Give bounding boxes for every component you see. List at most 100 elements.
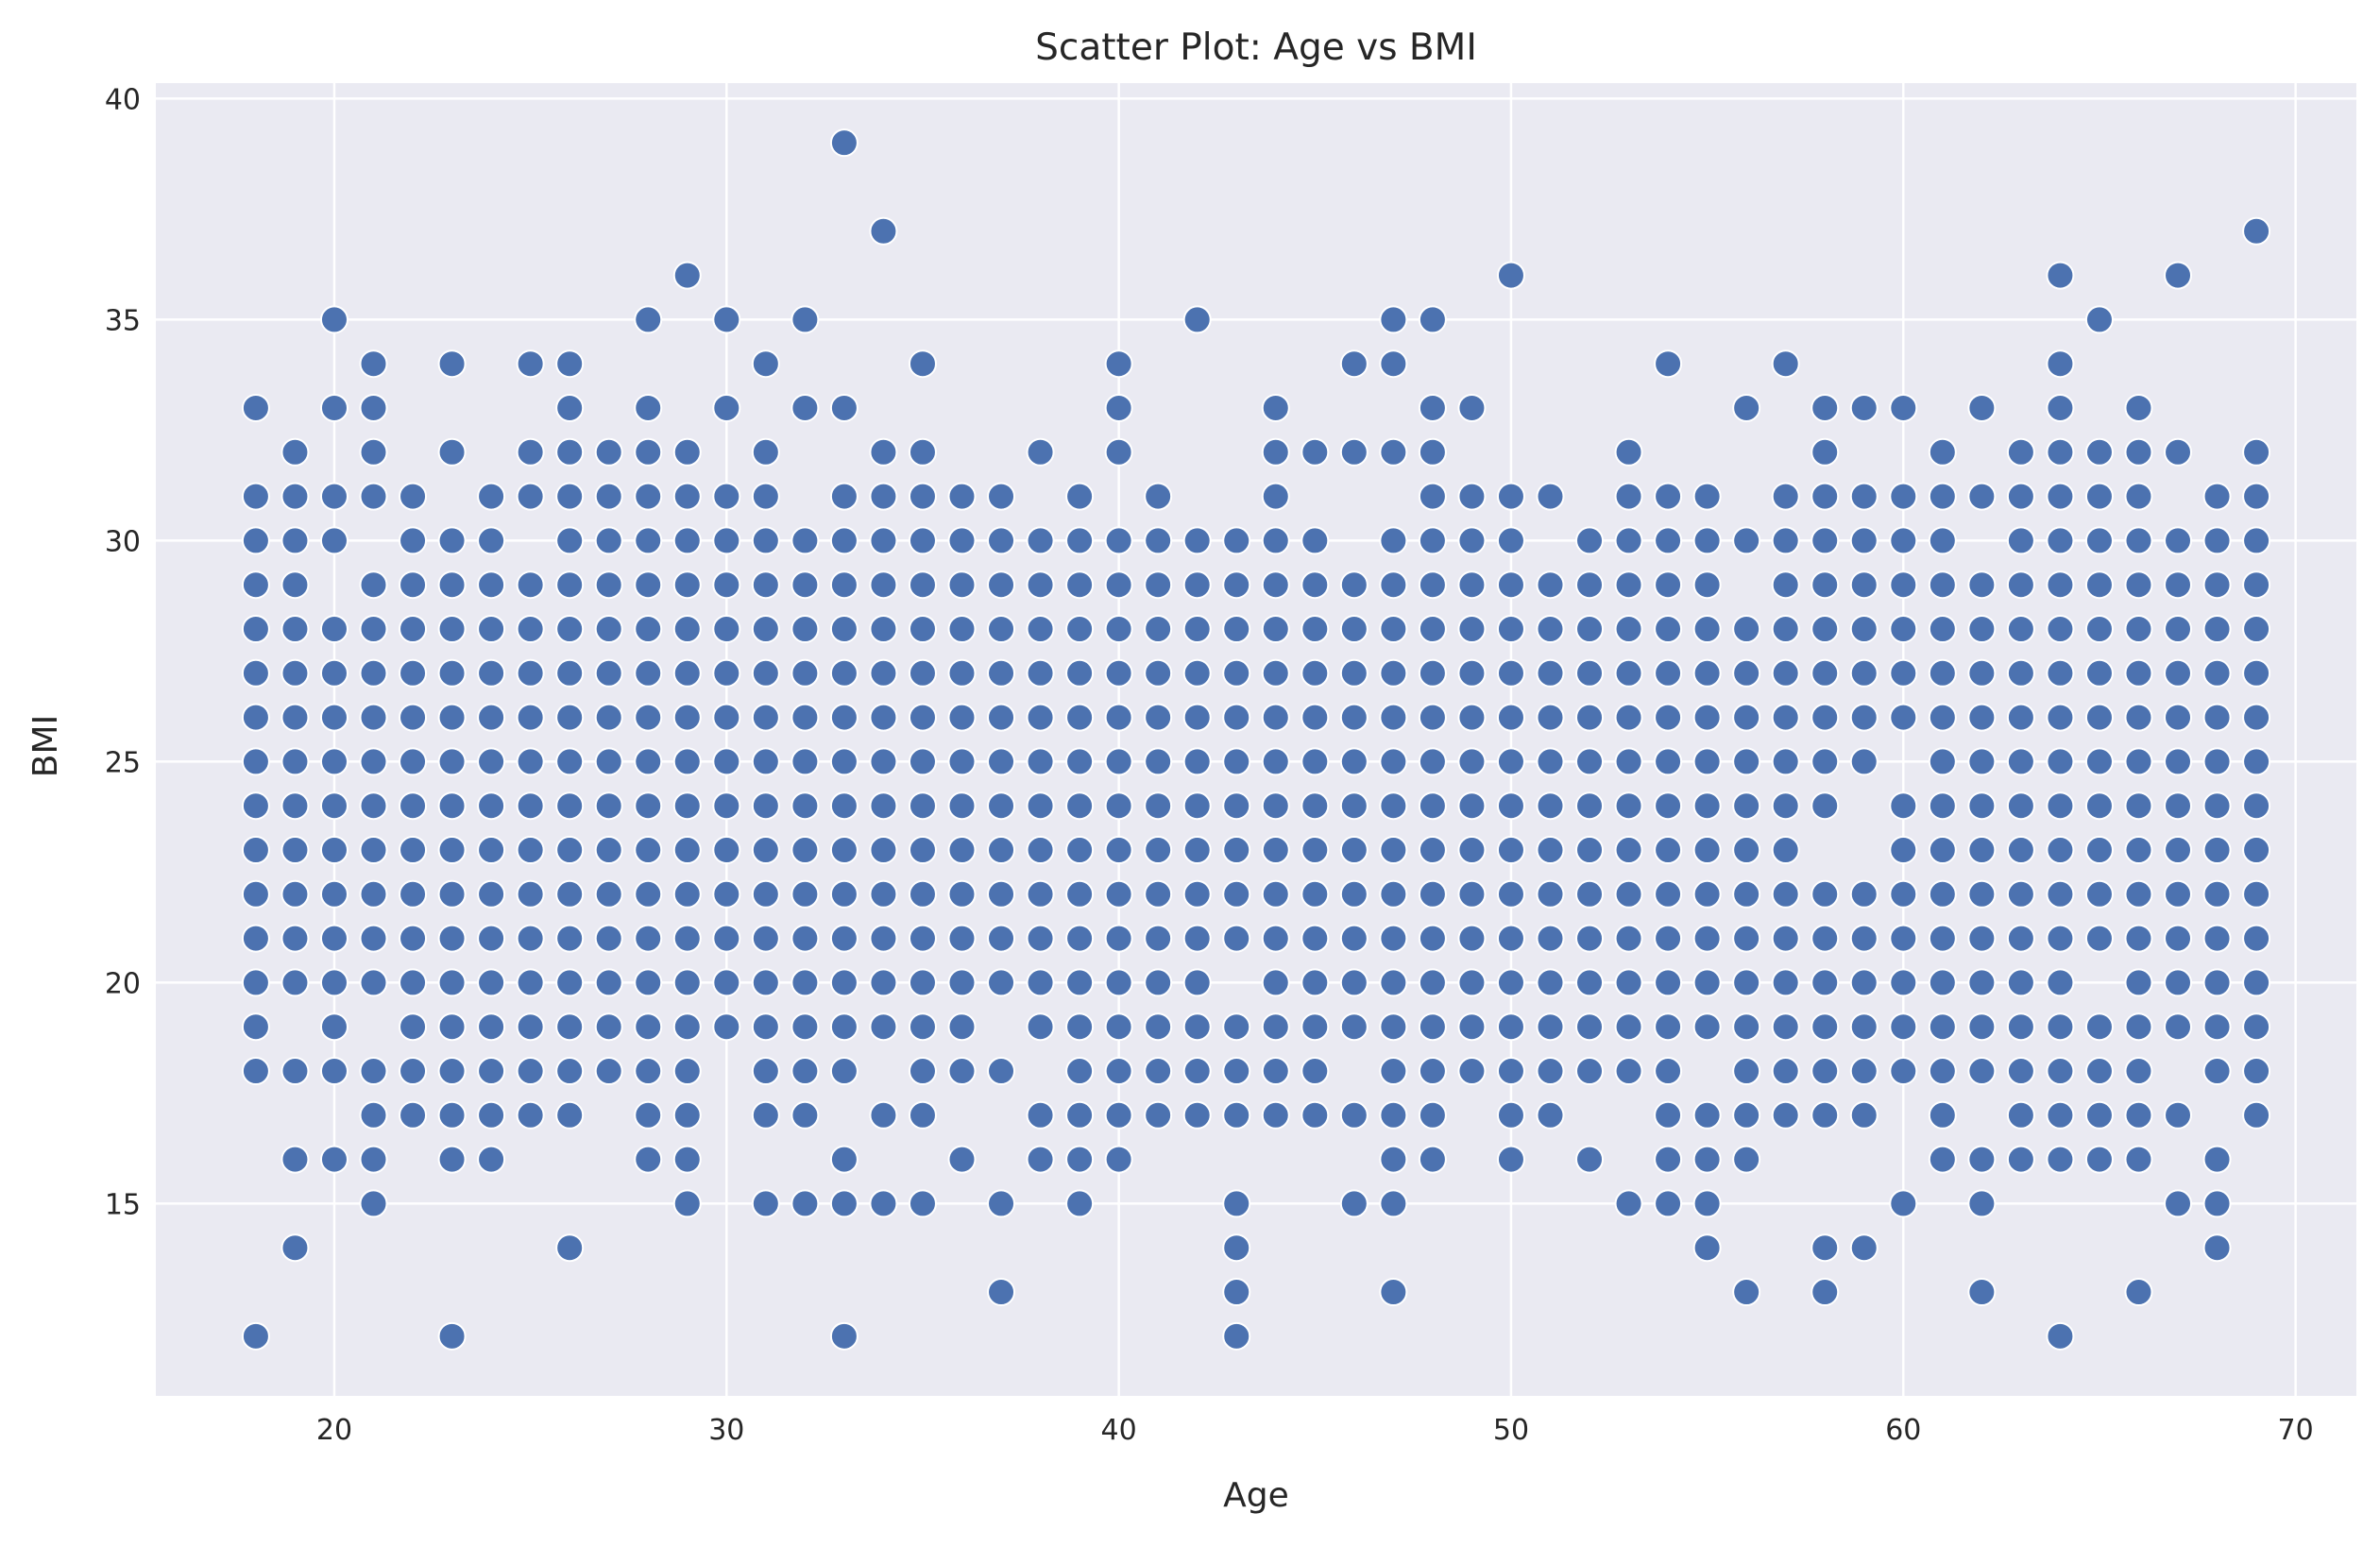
data-point <box>1810 1057 1840 1086</box>
data-point <box>790 1189 820 1218</box>
data-point <box>2046 1321 2075 1351</box>
data-point <box>594 570 623 600</box>
data-point <box>2242 526 2271 555</box>
data-point <box>280 1233 310 1263</box>
data-point <box>1182 703 1212 732</box>
data-point <box>555 968 585 997</box>
data-point <box>1771 1100 1800 1130</box>
data-point <box>1104 791 1133 821</box>
data-point <box>1732 526 1761 555</box>
data-point <box>2006 968 2035 997</box>
data-point <box>1496 924 1525 953</box>
data-point <box>2202 1233 2232 1263</box>
data-point <box>2242 216 2271 246</box>
data-point <box>1575 791 1605 821</box>
data-point <box>241 879 270 909</box>
data-point <box>869 614 898 643</box>
data-point <box>1732 703 1761 732</box>
data-point <box>1771 658 1800 688</box>
data-point <box>829 128 858 158</box>
data-point <box>2124 968 2153 997</box>
data-point <box>790 658 820 688</box>
data-point <box>399 747 428 776</box>
data-point <box>2084 1057 2114 1086</box>
data-point <box>516 968 545 997</box>
data-point <box>751 879 780 909</box>
y-tick-label: 40 <box>105 83 141 116</box>
data-point <box>319 836 348 865</box>
data-point <box>2046 437 2075 467</box>
data-point <box>1849 1057 1878 1086</box>
data-point <box>751 526 780 555</box>
data-point <box>1771 791 1800 821</box>
data-point <box>437 1100 467 1130</box>
data-point <box>2164 968 2193 997</box>
data-point <box>790 614 820 643</box>
data-point <box>280 1057 310 1086</box>
data-point <box>790 836 820 865</box>
data-point <box>908 614 937 643</box>
data-point <box>1771 924 1800 953</box>
data-point <box>1536 658 1565 688</box>
data-point <box>829 703 858 732</box>
data-point <box>1810 526 1840 555</box>
data-point <box>359 879 388 909</box>
data-point <box>2006 836 2035 865</box>
data-point <box>1339 1100 1368 1130</box>
data-point <box>987 924 1016 953</box>
data-point <box>2084 614 2114 643</box>
data-point <box>359 1057 388 1086</box>
data-point <box>1379 968 1408 997</box>
data-point <box>477 1012 506 1042</box>
data-point <box>1967 747 1997 776</box>
data-point <box>1732 747 1761 776</box>
data-point <box>1418 570 1447 600</box>
data-point <box>2242 437 2271 467</box>
data-point <box>594 437 623 467</box>
data-point <box>1732 879 1761 909</box>
data-point <box>2124 658 2153 688</box>
data-point <box>1810 393 1840 422</box>
data-point <box>1182 836 1212 865</box>
data-point <box>2006 526 2035 555</box>
data-point <box>829 614 858 643</box>
data-point <box>1104 1057 1133 1086</box>
data-point <box>1418 526 1447 555</box>
data-point <box>2202 526 2232 555</box>
data-point <box>712 879 741 909</box>
y-tick-label: 20 <box>105 967 141 1000</box>
data-point <box>947 1145 977 1174</box>
data-point <box>1654 747 1683 776</box>
data-point <box>2046 924 2075 953</box>
data-point <box>319 482 348 511</box>
data-point <box>594 526 623 555</box>
data-point <box>2046 614 2075 643</box>
data-point <box>1457 658 1487 688</box>
data-point <box>359 614 388 643</box>
data-point <box>1536 482 1565 511</box>
data-point <box>437 526 467 555</box>
data-point <box>987 791 1016 821</box>
data-point <box>908 658 937 688</box>
data-point <box>1967 1057 1997 1086</box>
data-point <box>1692 791 1722 821</box>
data-point <box>2242 1057 2271 1086</box>
data-point <box>399 658 428 688</box>
data-point <box>1104 349 1133 379</box>
data-point <box>712 482 741 511</box>
data-point <box>1300 1057 1330 1086</box>
data-point <box>1222 526 1251 555</box>
data-point <box>437 1321 467 1351</box>
data-point <box>1889 658 1918 688</box>
data-point <box>987 879 1016 909</box>
data-point <box>359 393 388 422</box>
data-point <box>829 924 858 953</box>
data-point <box>2084 703 2114 732</box>
data-point <box>1614 968 1643 997</box>
data-point <box>634 924 663 953</box>
data-point <box>2084 836 2114 865</box>
data-point <box>987 1057 1016 1086</box>
data-point <box>241 791 270 821</box>
data-point <box>1026 614 1055 643</box>
data-point <box>634 614 663 643</box>
